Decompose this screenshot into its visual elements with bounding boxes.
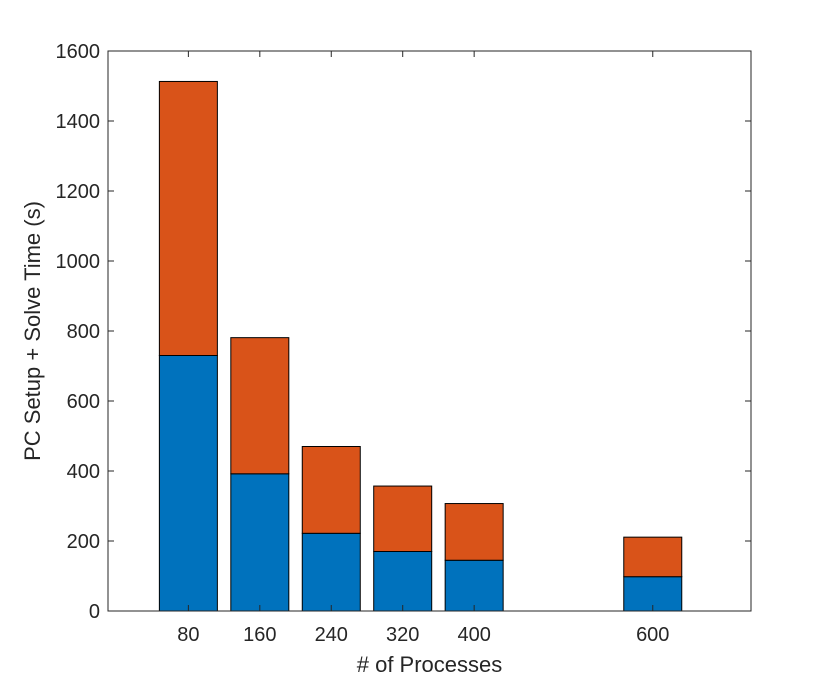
x-tick-label: 160 [243,624,276,646]
y-axis-label: PC Setup + Solve Time (s) [20,201,45,461]
bar-segment-1-240 [301,532,361,612]
bar-segment-1-320 [373,551,433,612]
bar-segment-1-80 [158,355,218,612]
x-tick-label: 600 [636,624,669,646]
bar-segment-2-160 [230,337,290,475]
y-tick-label: 400 [67,461,100,483]
y-tick-label: 600 [67,391,100,413]
y-tick-label: 1000 [56,251,101,273]
axes-box [107,50,752,612]
x-tick-label: 320 [386,624,419,646]
x-axis-ticks: 80 160 240 320 400 600 [177,51,669,646]
y-tick-label: 0 [89,601,100,623]
bar-segment-2-240 [301,446,361,534]
y-axis-ticks: 0 200 400 600 800 1000 1200 1400 1600 [56,41,751,623]
y-tick-label: 1400 [56,111,101,133]
x-tick-label: 400 [457,624,490,646]
bar-segment-2-320 [373,485,433,552]
x-tick-label: 80 [177,624,199,646]
bar-segment-1-400 [444,559,504,612]
bar-segment-2-80 [158,80,218,356]
x-tick-label: 240 [315,624,348,646]
bar-segment-2-600 [623,536,683,578]
bars-layer [158,80,683,612]
y-tick-label: 200 [67,531,100,553]
y-tick-label: 1200 [56,181,101,203]
y-tick-label: 800 [67,321,100,343]
bar-segment-1-160 [230,473,290,612]
x-axis-label: # of Processes [357,652,503,677]
y-tick-label: 1600 [56,41,101,63]
bar-segment-2-400 [444,503,504,561]
